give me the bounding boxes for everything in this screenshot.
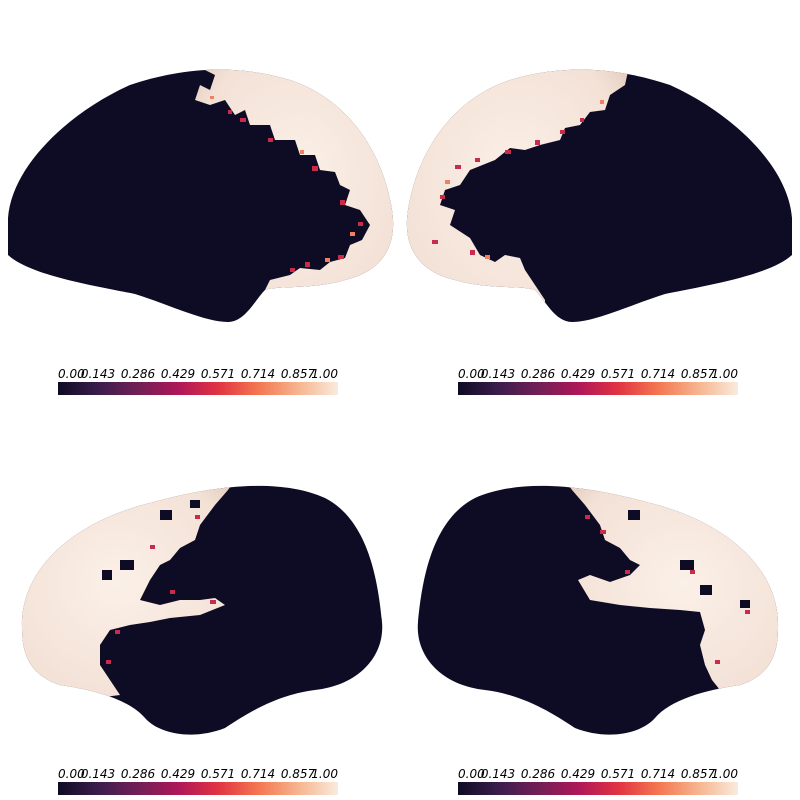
colorbar-tick-label: 0.714 bbox=[241, 367, 275, 381]
colorbar-tick-label: 0.143 bbox=[481, 367, 515, 381]
colorbar-gradient bbox=[58, 782, 338, 795]
colorbar-tick-label: 0.286 bbox=[521, 367, 556, 381]
colorbar-tick-label: 0.286 bbox=[121, 767, 156, 781]
brain-right-medial bbox=[417, 485, 779, 735]
colorbar-tick-label: 0.857 bbox=[281, 767, 316, 781]
colorbar-tick-label: 0.571 bbox=[601, 767, 635, 781]
colorbar-tick-label: 0.714 bbox=[641, 767, 675, 781]
colorbar-tick-label: 0.429 bbox=[561, 367, 595, 381]
colorbar-gradient bbox=[458, 382, 738, 395]
colorbar-gradient bbox=[458, 782, 738, 795]
colorbar-tick-label: 0.143 bbox=[481, 767, 515, 781]
colorbar-tick-label: 1.00 bbox=[311, 367, 338, 381]
colorbar-tick-label: 0.286 bbox=[121, 367, 156, 381]
colorbar-tick-label: 1.00 bbox=[311, 767, 338, 781]
colorbar-tick-label: 0.286 bbox=[521, 767, 556, 781]
colorbar-tick-label: 0.714 bbox=[641, 367, 675, 381]
colorbar-tick-label: 0.857 bbox=[281, 367, 316, 381]
colorbar-tick-label: 1.00 bbox=[711, 367, 738, 381]
brain-left-medial bbox=[21, 485, 383, 735]
colorbar-tick-label: 0.571 bbox=[201, 767, 235, 781]
colorbar-tick-label: 0.429 bbox=[561, 767, 595, 781]
colorbar-tick-label: 1.00 bbox=[711, 767, 738, 781]
colorbar-tick-label: 0.00 bbox=[458, 767, 485, 781]
colorbar-tick-label: 0.143 bbox=[81, 367, 115, 381]
colorbar-tick-label: 0.857 bbox=[681, 767, 716, 781]
colorbar-tick-label: 0.143 bbox=[81, 767, 115, 781]
colorbar-tick-label: 0.429 bbox=[161, 767, 195, 781]
colorbar-tick-label: 0.714 bbox=[241, 767, 275, 781]
colorbar-tick-label: 0.571 bbox=[201, 367, 235, 381]
colorbar-tick-label: 0.00 bbox=[58, 767, 85, 781]
colorbar-tick-label: 0.429 bbox=[161, 367, 195, 381]
colorbar-tick-label: 0.00 bbox=[58, 367, 85, 381]
colorbar-tick-label: 0.857 bbox=[681, 367, 716, 381]
colorbar-tick-label: 0.00 bbox=[458, 367, 485, 381]
brain-right-lateral bbox=[406, 69, 792, 322]
colorbar-gradient bbox=[58, 382, 338, 395]
brain-left-lateral bbox=[8, 69, 394, 322]
colorbar-tick-label: 0.571 bbox=[601, 367, 635, 381]
